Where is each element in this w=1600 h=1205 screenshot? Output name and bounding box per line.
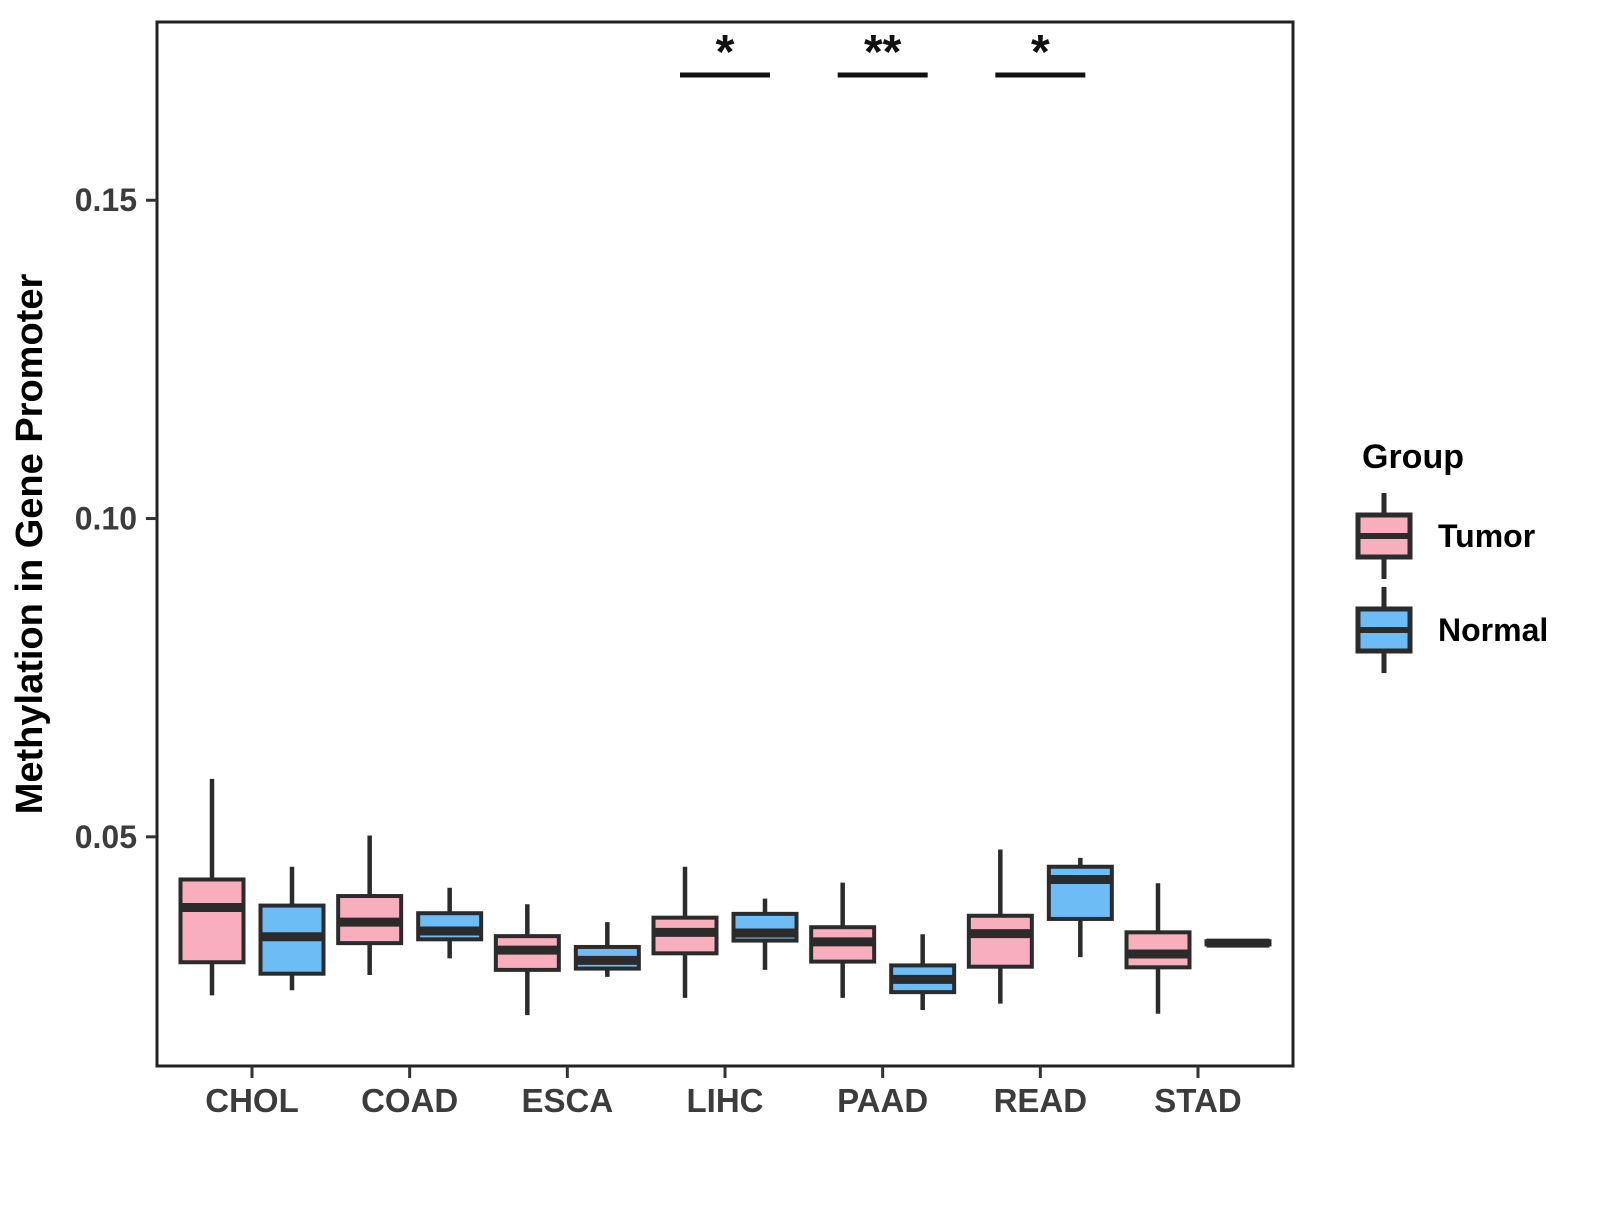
y-axis-title: Methylation in Gene Promoter <box>9 274 51 815</box>
box-READ-Normal <box>1046 857 1114 958</box>
iqr-box-READ-Normal <box>1046 864 1114 921</box>
legend-item-tumor: Tumor <box>1352 491 1592 581</box>
x-tick-label-ESCA: ESCA <box>521 1082 613 1119</box>
iqr-box-READ-Tumor <box>966 913 1034 969</box>
significance-star-PAAD: ** <box>864 26 902 79</box>
x-tick-label-LIHC: LIHC <box>687 1082 764 1119</box>
box-COAD-Normal <box>416 887 484 959</box>
legend-item-normal: Normal <box>1352 585 1592 675</box>
box-CHOL-Normal <box>258 866 326 991</box>
y-tick-label: 0.15 <box>75 182 137 218</box>
legend: Group Tumor Normal <box>1352 438 1592 679</box>
significance-star-LIHC: * <box>716 26 735 79</box>
x-tick-label-READ: READ <box>994 1082 1088 1119</box>
plot-panel-border <box>155 20 1295 1068</box>
legend-label-normal: Normal <box>1438 611 1549 648</box>
box-COAD-Tumor <box>336 835 404 975</box>
significance-star-READ: * <box>1031 26 1050 79</box>
box-PAAD-Tumor <box>809 882 877 998</box>
x-tick-label-STAD: STAD <box>1154 1082 1241 1119</box>
legend-title: Group <box>1362 438 1464 476</box>
box-CHOL-Tumor <box>178 778 246 996</box>
box-ESCA-Normal <box>573 922 641 977</box>
box-PAAD-Normal <box>889 934 957 1010</box>
y-tick-label: 0.05 <box>75 819 137 855</box>
box-ESCA-Tumor <box>493 904 561 1016</box>
box-READ-Tumor <box>966 849 1034 1004</box>
tumor-boxplot-glyph-icon <box>1355 493 1413 579</box>
x-tick-label-PAAD: PAAD <box>837 1082 928 1119</box>
box-LIHC-Tumor <box>651 866 719 998</box>
normal-boxplot-glyph-icon <box>1355 587 1413 673</box>
x-tick-label-COAD: COAD <box>361 1082 458 1119</box>
box-LIHC-Normal <box>731 898 799 970</box>
iqr-box-CHOL-Tumor <box>178 877 246 965</box>
y-tick-label: 0.10 <box>75 501 137 537</box>
box-STAD-Tumor <box>1124 883 1192 1014</box>
legend-label-tumor: Tumor <box>1438 517 1536 554</box>
box-STAD-Normal <box>1204 938 1272 948</box>
x-tick-label-CHOL: CHOL <box>205 1082 299 1119</box>
